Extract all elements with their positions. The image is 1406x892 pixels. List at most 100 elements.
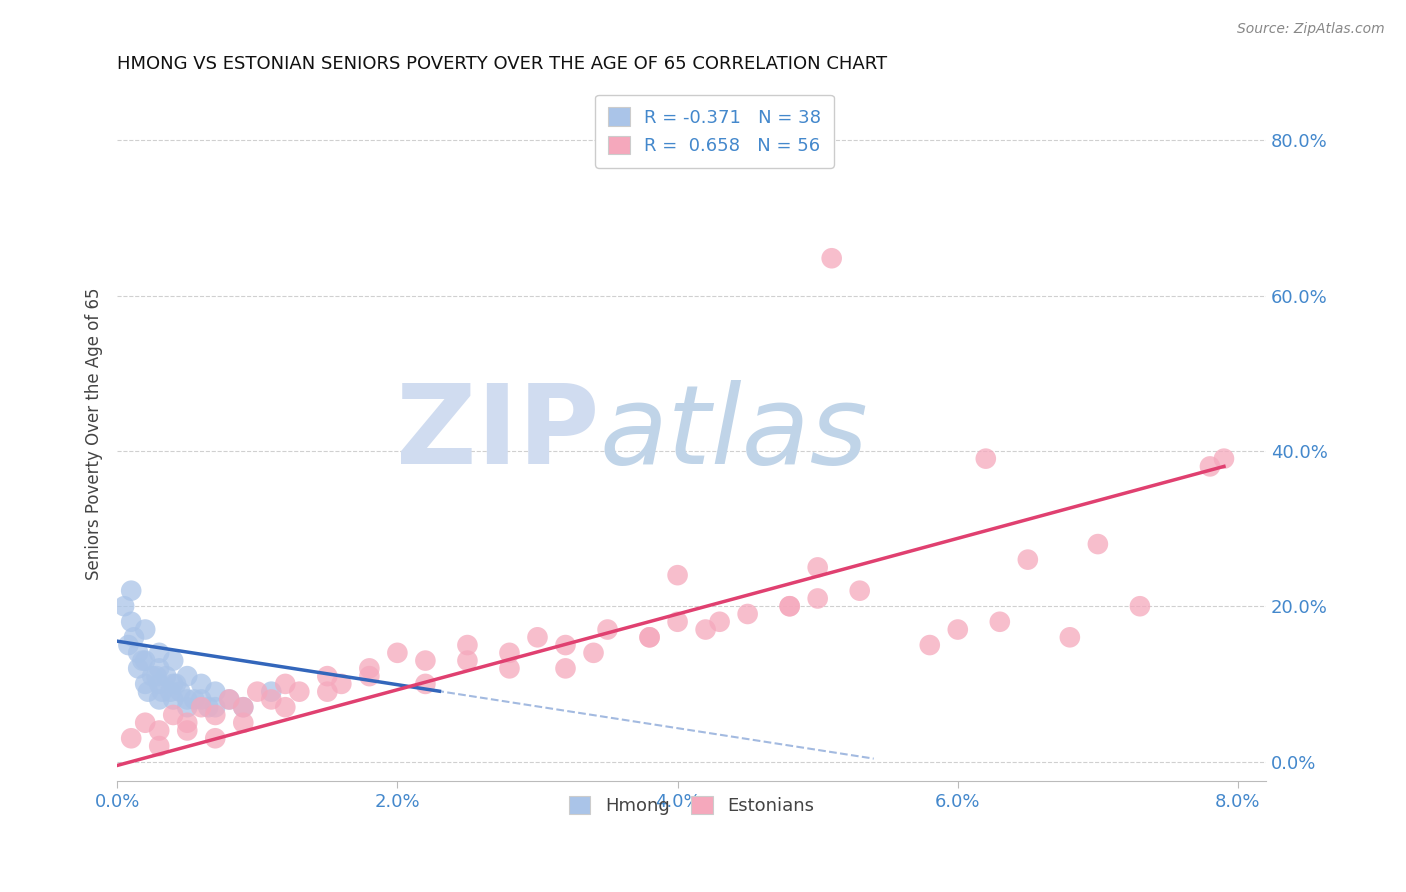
Point [316, 669, 339, 683]
Point [141, 669, 163, 683]
Point [1017, 552, 1039, 566]
Point [554, 638, 576, 652]
Point [974, 451, 997, 466]
Point [1087, 537, 1109, 551]
Point [162, 677, 184, 691]
Point [807, 591, 830, 606]
Point [232, 700, 254, 714]
Point [204, 684, 226, 698]
Point [456, 654, 478, 668]
Point [359, 669, 381, 683]
Point [159, 684, 181, 698]
Point [204, 708, 226, 723]
Point [918, 638, 941, 652]
Point [190, 677, 212, 691]
Point [127, 661, 149, 675]
Point [456, 638, 478, 652]
Point [1129, 599, 1152, 614]
Point [246, 684, 269, 698]
Point [127, 646, 149, 660]
Point [134, 623, 156, 637]
Point [162, 692, 184, 706]
Point [162, 654, 184, 668]
Point [155, 669, 177, 683]
Point [176, 669, 198, 683]
Point [190, 700, 212, 714]
Point [183, 692, 205, 706]
Point [946, 623, 969, 637]
Point [666, 568, 689, 582]
Point [148, 692, 170, 706]
Point [1199, 459, 1222, 474]
Text: HMONG VS ESTONIAN SENIORS POVERTY OVER THE AGE OF 65 CORRELATION CHART: HMONG VS ESTONIAN SENIORS POVERTY OVER T… [117, 55, 887, 73]
Point [145, 669, 167, 683]
Point [150, 684, 173, 698]
Text: atlas: atlas [600, 380, 869, 487]
Point [176, 723, 198, 738]
Point [148, 646, 170, 660]
Point [232, 715, 254, 730]
Point [136, 684, 159, 698]
Point [190, 692, 212, 706]
Point [415, 677, 437, 691]
Point [737, 607, 759, 621]
Point [316, 684, 339, 698]
Point [638, 630, 661, 644]
Point [176, 700, 198, 714]
Point [848, 583, 870, 598]
Point [666, 615, 689, 629]
Point [387, 646, 409, 660]
Point [218, 692, 240, 706]
Point [134, 654, 156, 668]
Point [232, 700, 254, 714]
Point [260, 692, 283, 706]
Legend: Hmong, Estonians: Hmong, Estonians [560, 787, 824, 824]
Point [1059, 630, 1081, 644]
Y-axis label: Seniors Poverty Over the Age of 65: Seniors Poverty Over the Age of 65 [86, 287, 103, 580]
Point [988, 615, 1011, 629]
Point [821, 252, 844, 266]
Point [582, 646, 605, 660]
Point [134, 715, 156, 730]
Point [554, 661, 576, 675]
Point [112, 599, 135, 614]
Point [162, 708, 184, 723]
Point [695, 623, 717, 637]
Point [779, 599, 801, 614]
Point [120, 731, 142, 746]
Point [176, 692, 198, 706]
Point [169, 684, 191, 698]
Point [260, 684, 283, 698]
Point [134, 677, 156, 691]
Point [165, 677, 187, 691]
Point [498, 646, 520, 660]
Point [148, 661, 170, 675]
Point [359, 661, 381, 675]
Point [204, 731, 226, 746]
Point [218, 692, 240, 706]
Point [204, 700, 226, 714]
Point [498, 661, 520, 675]
Text: ZIP: ZIP [396, 380, 600, 487]
Point [638, 630, 661, 644]
Point [1213, 451, 1236, 466]
Point [807, 560, 830, 574]
Point [779, 599, 801, 614]
Point [197, 700, 219, 714]
Point [709, 615, 731, 629]
Point [148, 723, 170, 738]
Point [131, 654, 153, 668]
Point [148, 739, 170, 753]
Point [274, 677, 297, 691]
Point [274, 700, 297, 714]
Point [288, 684, 311, 698]
Point [120, 583, 142, 598]
Point [330, 677, 353, 691]
Point [117, 638, 139, 652]
Point [596, 623, 619, 637]
Point [415, 654, 437, 668]
Point [526, 630, 548, 644]
Point [176, 715, 198, 730]
Point [122, 630, 145, 644]
Point [148, 677, 170, 691]
